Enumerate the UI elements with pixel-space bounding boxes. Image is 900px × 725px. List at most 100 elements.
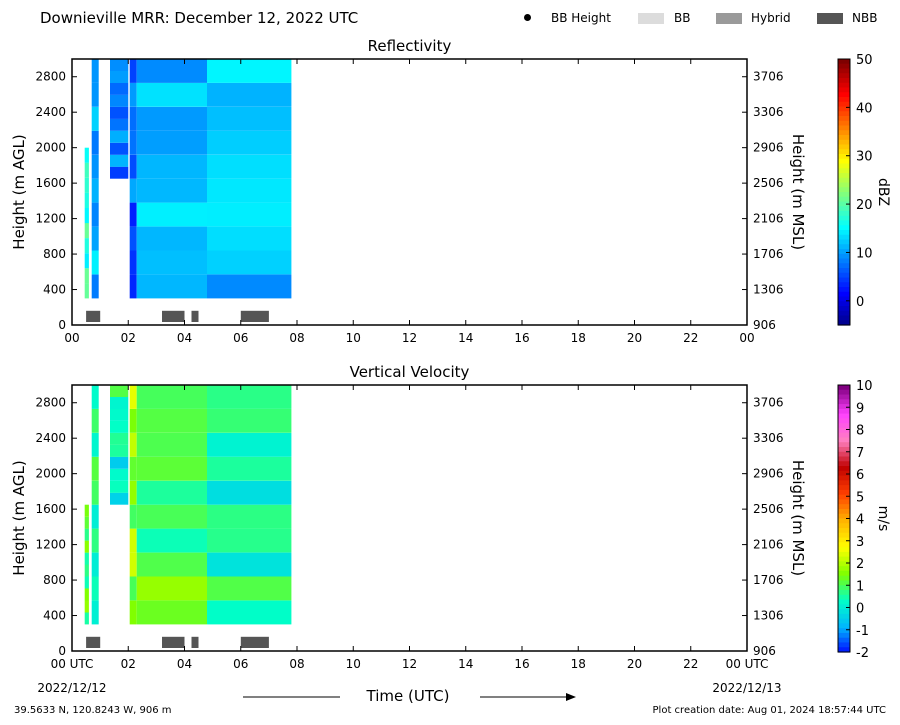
x-tick-label: 08 [289,331,304,345]
colorbar-segment [838,263,850,269]
y-axis-label-right: Height (m MSL) [789,460,807,576]
echo-band [110,408,129,421]
bb-marker [240,310,269,322]
echo-band [84,208,89,224]
colorbar-segment [838,272,850,279]
colorbar-segment [838,234,850,241]
echo-band [129,408,137,433]
colorbar-segment [838,154,850,160]
echo-band [136,59,207,83]
legend-label-nbb: NBB [852,11,878,25]
colorbar-segment [838,258,850,264]
x-tick-label: 04 [177,331,192,345]
colorbar-segment [838,249,850,255]
arrow-head-icon [566,693,576,701]
y-tick-label: 2400 [35,431,66,445]
colorbar-segment [838,253,850,260]
y-tick-label-right: 3706 [753,396,784,410]
colorbar-segment [838,528,850,534]
echo-band [110,59,129,71]
colorbar-tick-label: 7 [856,446,864,461]
colorbar-tick-label: 0 [856,602,864,617]
bb-marker [86,636,101,648]
colorbar-segment [838,282,850,288]
colorbar-segment [838,513,850,520]
colorbar-segment [838,277,850,283]
x-tick-label: 18 [571,331,586,345]
y-tick-label-right: 2506 [753,502,784,516]
panel-1 [71,384,851,653]
echo-band [91,106,99,131]
y-tick-label: 800 [43,247,66,261]
echo-band [136,82,207,107]
colorbar-segment [838,609,850,615]
y-tick-label: 2800 [35,70,66,84]
echo-band [91,408,99,433]
echo-band [136,226,207,251]
echo-band [136,106,207,131]
colorbar-segment [838,196,850,203]
echo-band [129,106,137,131]
colorbar-segment [838,618,850,624]
colorbar-segment [838,537,850,543]
colorbar-segment [838,385,850,391]
y-tick-label: 2400 [35,105,66,119]
echo-band [129,456,137,481]
colorbar-segment [838,120,850,127]
x-tick-label: 00 UTC [51,657,94,671]
echo-band [84,283,89,299]
colorbar-segment [838,201,850,207]
colorbar-segment [838,632,850,639]
colorbar-segment [838,287,850,293]
echo-band [207,59,292,83]
echo-band [129,480,137,505]
colorbar-tick-label: 2 [856,557,864,572]
echo-band [91,82,99,107]
colorbar-segment [838,551,850,558]
echo-band [207,154,292,179]
colorbar-segment [838,499,850,505]
colorbar-tick-label: 0 [856,295,864,310]
echo-band [110,456,129,469]
echo-band [136,274,207,299]
bb-marker [162,310,185,322]
colorbar-segment [838,310,850,317]
echo-band [110,385,129,397]
colorbar-segment [838,547,850,553]
x-tick-label: 06 [233,331,248,345]
date-start-label: 2022/12/12 [37,681,106,695]
echo-band [110,142,129,155]
colorbar-segment [838,637,850,644]
echo-band [91,528,99,553]
x-tick-label: 16 [514,657,529,671]
echo-band [136,600,207,625]
echo-band [129,576,137,601]
y-tick-label-right: 2906 [753,141,784,155]
echo-band [136,130,207,155]
echo-band [91,576,99,601]
colorbar-segment [838,408,850,415]
echo-band [129,600,137,625]
y-tick-label-right: 2906 [753,467,784,481]
colorbar-segment [838,158,850,165]
echo-band [136,154,207,179]
echo-band [84,177,89,193]
x-tick-label: 06 [233,657,248,671]
y-tick-label-right: 906 [753,318,776,332]
colorbar-segment [838,570,850,577]
echo-band [129,274,137,299]
echo-band [207,226,292,251]
colorbar-tick-label: 40 [856,101,873,116]
y-tick-label: 1600 [35,176,66,190]
legend-swatch-nbb [817,13,843,24]
y-tick-label: 1200 [35,538,66,552]
echo-band [110,492,129,505]
x-axis-label: Time (UTC) [366,687,450,705]
y-tick-label-right: 3306 [753,105,784,119]
echo-band [91,130,99,155]
colorbar-segment [838,173,850,179]
colorbar-segment [838,144,850,150]
echo-band [110,468,129,481]
colorbar-segment [838,442,850,448]
echo-band [110,154,129,167]
